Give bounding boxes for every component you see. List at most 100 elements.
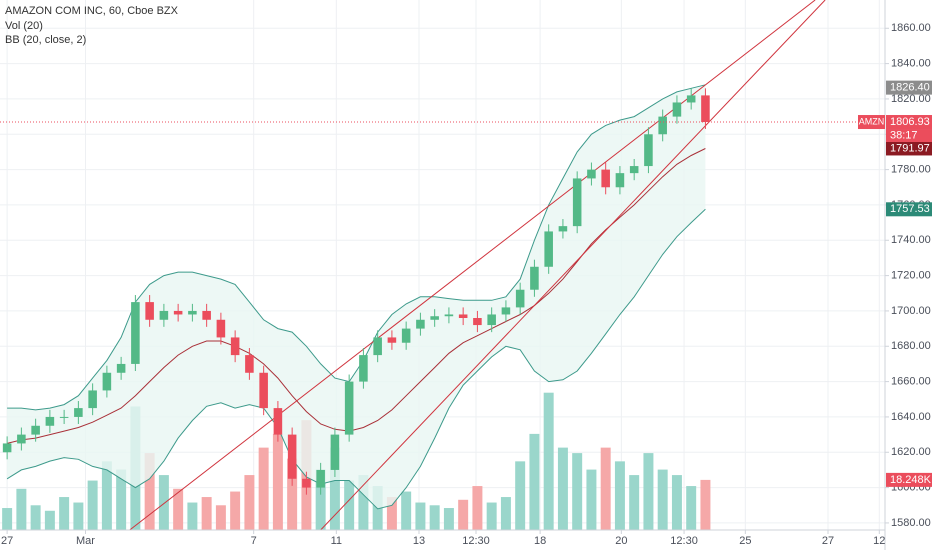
candle-body bbox=[615, 173, 625, 188]
x-tick-label: 18 bbox=[534, 535, 546, 547]
volume-bar bbox=[158, 475, 169, 530]
candle-body bbox=[302, 478, 311, 488]
volume-bar bbox=[429, 505, 440, 530]
candle-body bbox=[686, 95, 696, 103]
volume-bar bbox=[187, 502, 198, 530]
y-tick-label: 1640.00 bbox=[891, 411, 931, 423]
volume-bar bbox=[486, 502, 497, 530]
volume-bar bbox=[201, 497, 212, 530]
x-tick-label: 7 bbox=[251, 535, 257, 547]
volume-bar bbox=[671, 475, 682, 530]
volume-bar bbox=[557, 447, 568, 530]
y-tick-label: 1580.00 bbox=[891, 517, 931, 529]
volume-bar bbox=[657, 469, 668, 530]
candle-body bbox=[373, 337, 382, 356]
candle-body bbox=[17, 434, 26, 444]
candle-body bbox=[245, 355, 254, 373]
candle-body bbox=[501, 307, 511, 315]
y-tick-label: 1840.00 bbox=[891, 58, 931, 70]
candle-body bbox=[444, 314, 454, 317]
price-label-box bbox=[886, 115, 932, 130]
band-middle bbox=[6, 148, 706, 444]
candle-body bbox=[59, 416, 69, 418]
volume-bar bbox=[116, 469, 127, 530]
candle-body bbox=[430, 316, 439, 320]
band-lower bbox=[6, 208, 706, 510]
volume-bar bbox=[472, 486, 483, 530]
price-label: 1757.53 bbox=[890, 203, 930, 215]
candle-body bbox=[658, 116, 667, 135]
x-tick-label: 27 bbox=[1, 535, 13, 547]
trendline bbox=[129, 0, 816, 530]
x-tick-label: 25 bbox=[739, 535, 751, 547]
trendline bbox=[320, 0, 826, 530]
volume-bar bbox=[30, 505, 41, 530]
candle-body bbox=[701, 95, 710, 123]
candle-body bbox=[159, 310, 169, 320]
price-label-box bbox=[886, 141, 932, 156]
volume-bar bbox=[44, 510, 55, 530]
volume-bar bbox=[543, 392, 554, 530]
volume-bar bbox=[101, 461, 112, 530]
volume-bar bbox=[173, 488, 184, 530]
y-tick-label: 1820.00 bbox=[891, 93, 931, 105]
candle-body bbox=[259, 372, 268, 409]
candle-body bbox=[116, 363, 126, 373]
candle-body bbox=[330, 434, 340, 470]
volume-bar bbox=[529, 433, 540, 530]
candle-body bbox=[31, 425, 40, 435]
band-fill bbox=[7, 84, 706, 509]
candle-body bbox=[572, 178, 582, 227]
volume-bar bbox=[329, 447, 340, 530]
x-tick-label: 12:30 bbox=[670, 535, 698, 547]
volume-bar bbox=[586, 469, 597, 530]
candle-body bbox=[131, 302, 140, 364]
y-tick-label: 1680.00 bbox=[891, 340, 931, 352]
candle-body bbox=[359, 355, 368, 382]
price-label-box bbox=[886, 202, 932, 217]
candle-body bbox=[473, 318, 482, 326]
volume-bar bbox=[401, 491, 412, 530]
x-tick-label: 13 bbox=[413, 535, 425, 547]
volume-bar bbox=[215, 505, 226, 530]
candle-body bbox=[629, 166, 639, 174]
candle-body bbox=[230, 337, 240, 356]
volume-bar bbox=[572, 453, 583, 530]
candle-body bbox=[145, 302, 154, 320]
volume-bar bbox=[144, 453, 155, 530]
volume-bar bbox=[272, 433, 283, 530]
volume-bar bbox=[16, 488, 27, 530]
volume-bar bbox=[73, 502, 84, 530]
candle-body bbox=[587, 169, 596, 179]
volume-bar bbox=[287, 458, 298, 530]
candle-body bbox=[601, 169, 610, 188]
candle-body bbox=[102, 372, 112, 391]
price-label: 1791.97 bbox=[890, 142, 930, 154]
chart-title: AMAZON COM INC, 60, Cboe BZX bbox=[5, 5, 179, 17]
volume-bar bbox=[358, 475, 369, 530]
band-upper bbox=[7, 84, 706, 411]
volume-bar bbox=[700, 479, 711, 530]
y-tick-label: 1700.00 bbox=[891, 305, 931, 317]
candle-body bbox=[287, 434, 297, 479]
volume-bar bbox=[643, 453, 654, 530]
candle-body bbox=[273, 408, 283, 435]
countdown: 38:17 bbox=[890, 129, 918, 141]
y-tick-label: 1660.00 bbox=[891, 376, 931, 388]
candle-body bbox=[544, 231, 553, 267]
volume-bar bbox=[629, 475, 640, 530]
price-label-box bbox=[886, 80, 932, 95]
volume-bar bbox=[443, 508, 454, 530]
volume-bar bbox=[500, 497, 511, 530]
symbol-label: AMZN bbox=[859, 116, 885, 126]
volume-bar bbox=[59, 497, 70, 530]
candle-body bbox=[644, 134, 653, 167]
y-tick-label: 1780.00 bbox=[891, 164, 931, 176]
price-label: 1806.93 bbox=[890, 116, 930, 128]
candle-body bbox=[416, 319, 425, 329]
x-tick-label: Mar bbox=[76, 535, 95, 547]
volume-bar bbox=[614, 461, 625, 530]
volume-bar bbox=[515, 461, 526, 530]
volume-bar bbox=[600, 447, 611, 530]
